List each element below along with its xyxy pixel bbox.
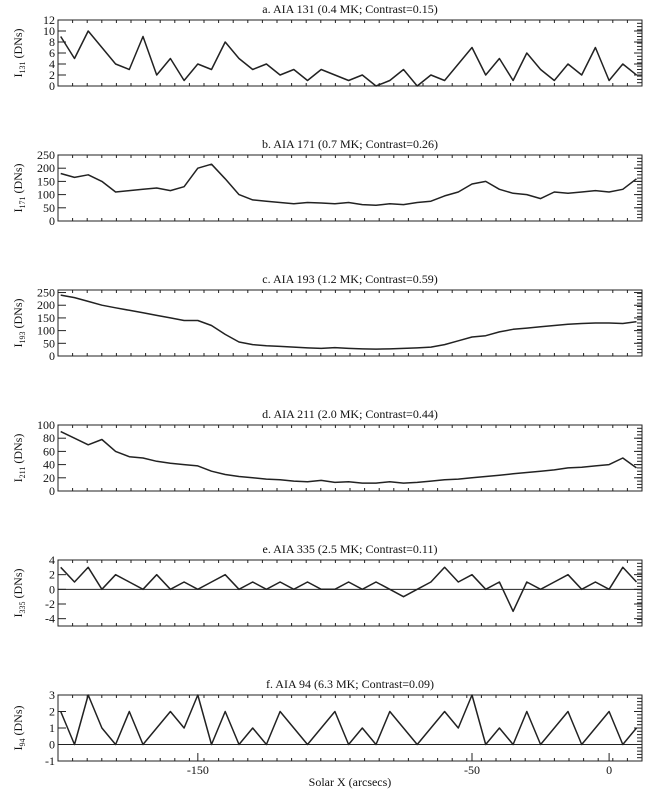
y-tick-label: 200 xyxy=(37,161,55,175)
panel-title: e. AIA 335 (2.5 MK; Contrast=0.11) xyxy=(263,542,438,556)
y-label-unit: (DNs) xyxy=(11,434,25,464)
y-tick-label: 10 xyxy=(43,24,55,38)
data-line xyxy=(60,694,638,746)
y-label-symbol: I xyxy=(11,478,25,482)
panel: a. AIA 131 (0.4 MK; Contrast=0.15)024681… xyxy=(11,2,643,93)
data-line xyxy=(60,566,638,613)
plot-frame xyxy=(57,19,643,87)
y-label-unit: (DNs) xyxy=(11,706,25,736)
y-tick-label: 3 xyxy=(49,688,55,702)
data-line xyxy=(60,163,637,206)
panel-title: f. AIA 94 (6.3 MK; Contrast=0.09) xyxy=(266,677,434,691)
y-tick-label: -2 xyxy=(45,597,55,611)
y-tick-label: 80 xyxy=(43,431,55,445)
y-tick-label: 1 xyxy=(49,721,55,735)
y-label-unit: (DNs) xyxy=(11,29,25,59)
y-tick-label: 100 xyxy=(37,418,55,432)
plot-frame xyxy=(57,289,643,357)
panel: d. AIA 211 (2.0 MK; Contrast=0.44) 020406… xyxy=(11,407,643,498)
y-tick-label: 60 xyxy=(43,444,55,458)
y-tick-label: 50 xyxy=(43,201,55,215)
plot-frame xyxy=(57,559,643,627)
y-tick-label: 0 xyxy=(49,738,55,752)
y-label-subscript: 94 xyxy=(18,739,27,747)
data-line xyxy=(60,30,637,87)
panel-title: c. AIA 193 (1.2 MK; Contrast=0.59) xyxy=(262,272,437,286)
y-tick-label: 20 xyxy=(43,471,55,485)
y-tick-label: 4 xyxy=(49,553,55,567)
y-tick-label: -1 xyxy=(45,754,55,768)
y-label-subscript: 131 xyxy=(18,62,27,74)
plot-frame xyxy=(57,154,643,222)
y-tick-label: 4 xyxy=(49,57,55,71)
y-tick-label: 0 xyxy=(49,484,55,498)
y-tick-label: 0 xyxy=(49,79,55,93)
y-axis-label: I171 (DNs) xyxy=(11,164,27,213)
y-tick-label: 0 xyxy=(49,214,55,228)
y-label-unit: (DNs) xyxy=(11,299,25,329)
y-label-subscript: 171 xyxy=(18,197,27,209)
y-tick-label: 250 xyxy=(37,148,55,162)
x-tick-label: -50 xyxy=(464,763,480,777)
x-axis-label: Solar X (arcsecs) xyxy=(309,775,392,789)
y-tick-label: 100 xyxy=(37,188,55,202)
y-label-subscript: 193 xyxy=(18,332,27,344)
y-label-symbol: I xyxy=(11,209,25,213)
panel-title: b. AIA 171 (0.7 MK; Contrast=0.26) xyxy=(262,137,438,151)
y-tick-label: 50 xyxy=(43,336,55,350)
y-tick-label: 0 xyxy=(49,582,55,596)
y-tick-label: 100 xyxy=(37,324,55,338)
y-tick-label: 2 xyxy=(49,705,55,719)
panel: b. AIA 171 (0.7 MK; Contrast=0.26) 050100… xyxy=(11,137,643,228)
panel: c. AIA 193 (1.2 MK; Contrast=0.59) 050100… xyxy=(11,272,643,363)
y-tick-label: -4 xyxy=(45,612,55,626)
y-label-unit: (DNs) xyxy=(11,569,25,599)
y-tick-label: 0 xyxy=(49,349,55,363)
y-label-subscript: 211 xyxy=(18,467,27,479)
y-tick-label: 8 xyxy=(49,35,55,49)
x-tick-label: 0 xyxy=(606,763,612,777)
x-tick-label: -150 xyxy=(187,763,209,777)
panel-title: a. AIA 131 (0.4 MK; Contrast=0.15) xyxy=(262,2,437,16)
panel-title: d. AIA 211 (2.0 MK; Contrast=0.44) xyxy=(262,407,438,421)
data-line xyxy=(60,294,637,350)
data-line xyxy=(60,430,637,484)
y-tick-label: 40 xyxy=(43,458,55,472)
panel: e. AIA 335 (2.5 MK; Contrast=0.11) -4-202… xyxy=(11,542,643,627)
y-tick-label: 150 xyxy=(37,311,55,325)
y-label-symbol: I xyxy=(11,74,25,78)
y-tick-label: 2 xyxy=(49,568,55,582)
y-axis-label: I131 (DNs) xyxy=(11,29,27,78)
y-tick-label: 150 xyxy=(37,174,55,188)
y-label-symbol: I xyxy=(11,747,25,751)
y-axis-label: I94 (DNs) xyxy=(11,706,27,751)
y-label-symbol: I xyxy=(11,344,25,348)
y-tick-label: 2 xyxy=(49,68,55,82)
y-axis-label: I193 (DNs) xyxy=(11,299,27,348)
y-label-symbol: I xyxy=(11,614,25,618)
y-label-subscript: 335 xyxy=(18,602,27,614)
y-label-unit: (DNs) xyxy=(11,164,25,194)
panel: f. AIA 94 (6.3 MK; Contrast=0.09) -1 0 1 2 3 -… xyxy=(11,677,643,789)
y-tick-label: 200 xyxy=(37,298,55,312)
y-tick-label: 250 xyxy=(37,286,55,300)
y-tick-label: 6 xyxy=(49,46,55,60)
y-axis-label: I211 (DNs) xyxy=(11,434,27,483)
y-axis-label: I335 (DNs) xyxy=(11,569,27,618)
y-tick-label: 12 xyxy=(43,13,55,27)
